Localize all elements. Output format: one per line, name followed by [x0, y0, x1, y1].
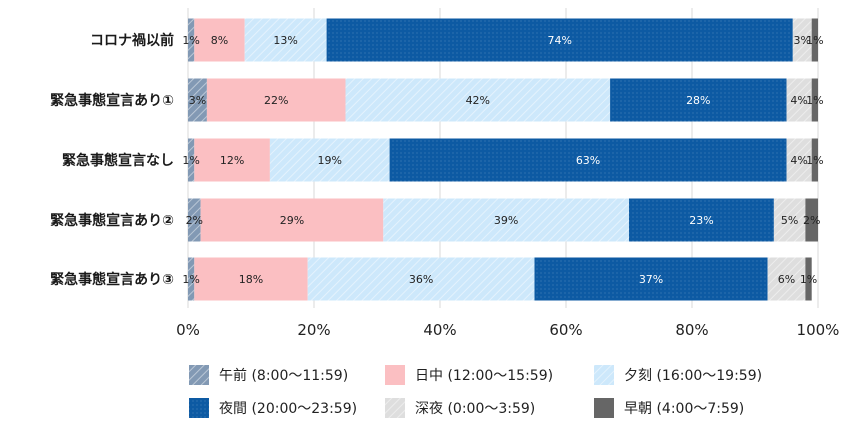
legend-swatch-texture	[189, 365, 209, 385]
legend-swatch	[385, 365, 405, 385]
data-label: 1%	[182, 154, 199, 167]
data-label: 3%	[189, 94, 206, 107]
legend-swatch-texture	[594, 365, 614, 385]
bar-segment-texture	[773, 198, 806, 242]
legend-swatch	[594, 398, 614, 418]
data-label: 2%	[803, 214, 820, 227]
data-label: 8%	[211, 34, 228, 47]
bar-segment-texture	[767, 257, 806, 301]
category-label: 緊急事態宣言あり②	[50, 212, 174, 229]
x-tick-label: 80%	[675, 321, 708, 339]
bar-segment-texture	[188, 257, 195, 301]
x-tick-label: 40%	[423, 321, 456, 339]
category-label: コロナ禍以前	[90, 32, 174, 49]
data-label: 22%	[264, 94, 288, 107]
legend-label: 夜間 (20:00～23:59)	[219, 401, 357, 417]
data-label: 29%	[280, 214, 304, 227]
bar-segment	[200, 198, 384, 242]
category-label: 緊急事態宣言なし	[62, 152, 174, 169]
x-tick-label: 0%	[176, 321, 200, 339]
bar-segment	[811, 78, 818, 122]
legend: 午前 (8:00～11:59) 日中 (12:00～15:59) 夕刻 (16:00…	[189, 365, 762, 418]
bar-segment-texture	[534, 257, 768, 301]
data-label: 1%	[806, 154, 823, 167]
data-label: 28%	[686, 94, 710, 107]
data-label: 1%	[182, 34, 199, 47]
data-label: 19%	[318, 154, 342, 167]
bar-segment-texture	[383, 198, 629, 242]
category-label: 緊急事態宣言あり③	[50, 271, 174, 288]
bar-segment	[811, 138, 818, 182]
legend-swatch-texture	[189, 398, 209, 418]
legend-label: 午前 (8:00～11:59)	[219, 367, 348, 384]
data-label: 39%	[494, 214, 518, 227]
bar-segment-texture	[610, 78, 787, 122]
bar-segment	[194, 138, 270, 182]
legend-swatch-texture	[385, 398, 405, 418]
data-label: 23%	[689, 214, 713, 227]
bar-segment-texture	[188, 78, 207, 122]
legend-label: 深夜 (0:00～3:59)	[415, 401, 535, 417]
bar-segment	[805, 257, 812, 301]
bars	[188, 18, 818, 301]
data-label: 37%	[639, 273, 663, 286]
bar-segment-texture	[188, 198, 201, 242]
data-label: 4%	[790, 94, 807, 107]
data-label: 1%	[800, 273, 817, 286]
data-label: 18%	[239, 273, 263, 286]
bar-segment-texture	[188, 138, 195, 182]
data-label: 42%	[466, 94, 490, 107]
bar-segment	[811, 18, 818, 62]
data-label: 1%	[806, 94, 823, 107]
bar-segment-texture	[269, 138, 390, 182]
bar-segment-texture	[786, 138, 812, 182]
x-tick-label: 20%	[297, 321, 330, 339]
data-label: 3%	[794, 34, 811, 47]
bar-segment	[206, 78, 346, 122]
legend-label: 早朝 (4:00～7:59)	[624, 401, 744, 417]
data-label: 6%	[778, 273, 795, 286]
data-label: 12%	[220, 154, 244, 167]
x-axis-ticks: 0% 20% 40% 60% 80% 100%	[176, 321, 839, 339]
data-label: 4%	[790, 154, 807, 167]
data-label: 2%	[186, 214, 203, 227]
bar-segment-texture	[629, 198, 774, 242]
x-tick-label: 100%	[797, 321, 840, 339]
data-label: 63%	[576, 154, 600, 167]
bar-segment-texture	[188, 18, 195, 62]
data-label: 1%	[182, 273, 199, 286]
bar-segment-texture	[326, 18, 793, 62]
bar-segment-texture	[786, 78, 812, 122]
data-label: 1%	[806, 34, 823, 47]
bar-segment	[194, 18, 245, 62]
bar-segment-texture	[389, 138, 787, 182]
data-label: 5%	[781, 214, 798, 227]
legend-label: 日中 (12:00～15:59)	[415, 368, 553, 384]
data-labels: 1% 8% 13% 74% 3%1%3% 22% 42% 28% 4%1%1% 12% 19% 63%…	[182, 34, 823, 286]
data-label: 74%	[547, 34, 571, 47]
data-label: 36%	[409, 273, 433, 286]
bar-segment	[805, 198, 818, 242]
bar-segment-texture	[244, 18, 327, 62]
bar-segment-texture	[307, 257, 535, 301]
category-label: 緊急事態宣言あり①	[50, 92, 174, 109]
x-tick-label: 60%	[549, 321, 582, 339]
data-label: 13%	[273, 34, 297, 47]
bar-segment	[194, 257, 308, 301]
bar-segment-texture	[345, 78, 611, 122]
bar-segment-texture	[792, 18, 812, 62]
legend-label: 夕刻 (16:00～19:59)	[624, 368, 762, 384]
